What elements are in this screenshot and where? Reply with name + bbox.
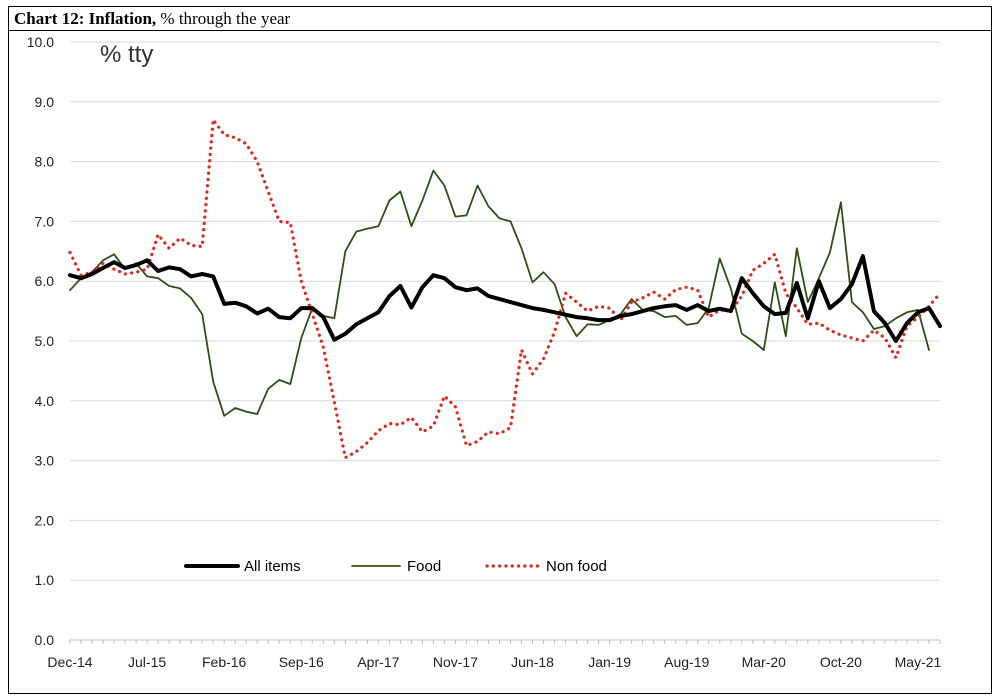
x-tick-label: Apr-17 bbox=[357, 654, 399, 670]
x-axis: Dec-14 Jul-15 Feb-16 Sep-16 Apr-17 Nov-17 Jun-… bbox=[47, 639, 942, 670]
y-tick-label: 2.0 bbox=[35, 512, 55, 528]
x-tick-label: Nov-17 bbox=[433, 654, 478, 670]
y-tick-label: 3.0 bbox=[35, 453, 55, 469]
x-tick-label: Oct-20 bbox=[820, 654, 862, 670]
y-tick-label: 9.0 bbox=[35, 94, 55, 110]
series-line-non-food bbox=[68, 118, 942, 460]
y-axis-labels: 0.0 1.0 2.0 3.0 4.0 5.0 6.0 7.0 8.0 9.0 10.0 bbox=[27, 34, 54, 648]
chart-frame: Chart 12: Inflation, % through the year bbox=[8, 6, 992, 694]
x-tick-label: Dec-14 bbox=[47, 654, 92, 670]
legend: All items Food Non food bbox=[184, 558, 607, 575]
legend-label-all-items: All items bbox=[244, 558, 301, 575]
x-tick-label: Jan-19 bbox=[588, 654, 631, 670]
x-tick-label: May-21 bbox=[895, 654, 942, 670]
x-tick-label: Aug-19 bbox=[664, 654, 709, 670]
chart-title: Chart 12: Inflation, % through the year bbox=[9, 7, 991, 31]
x-tick-label: Mar-20 bbox=[742, 654, 787, 670]
y-tick-label: 6.0 bbox=[35, 273, 55, 289]
series-line-food bbox=[69, 169, 930, 417]
y-tick-label: 4.0 bbox=[35, 393, 55, 409]
y-tick-label: 1.0 bbox=[35, 572, 55, 588]
legend-label-non-food: Non food bbox=[546, 558, 607, 575]
y-tick-label: 8.0 bbox=[35, 154, 55, 170]
y-tick-label: 10.0 bbox=[27, 34, 54, 50]
chart-title-bold: Chart 12: Inflation, bbox=[14, 9, 157, 28]
x-tick-label: Feb-16 bbox=[202, 654, 247, 670]
gridlines bbox=[70, 41, 940, 641]
x-tick-label: Sep-16 bbox=[279, 654, 324, 670]
unit-label: % tty bbox=[100, 41, 153, 68]
legend-label-food: Food bbox=[407, 558, 441, 575]
x-tick-label: Jun-18 bbox=[511, 654, 554, 670]
y-tick-label: 0.0 bbox=[35, 632, 55, 648]
chart-title-rest: % through the year bbox=[156, 9, 291, 28]
x-tick-label: Jul-15 bbox=[128, 654, 166, 670]
series-line-all-items bbox=[68, 254, 942, 343]
series-lines bbox=[68, 118, 942, 460]
y-tick-label: 7.0 bbox=[35, 213, 55, 229]
y-tick-label: 5.0 bbox=[35, 333, 55, 349]
